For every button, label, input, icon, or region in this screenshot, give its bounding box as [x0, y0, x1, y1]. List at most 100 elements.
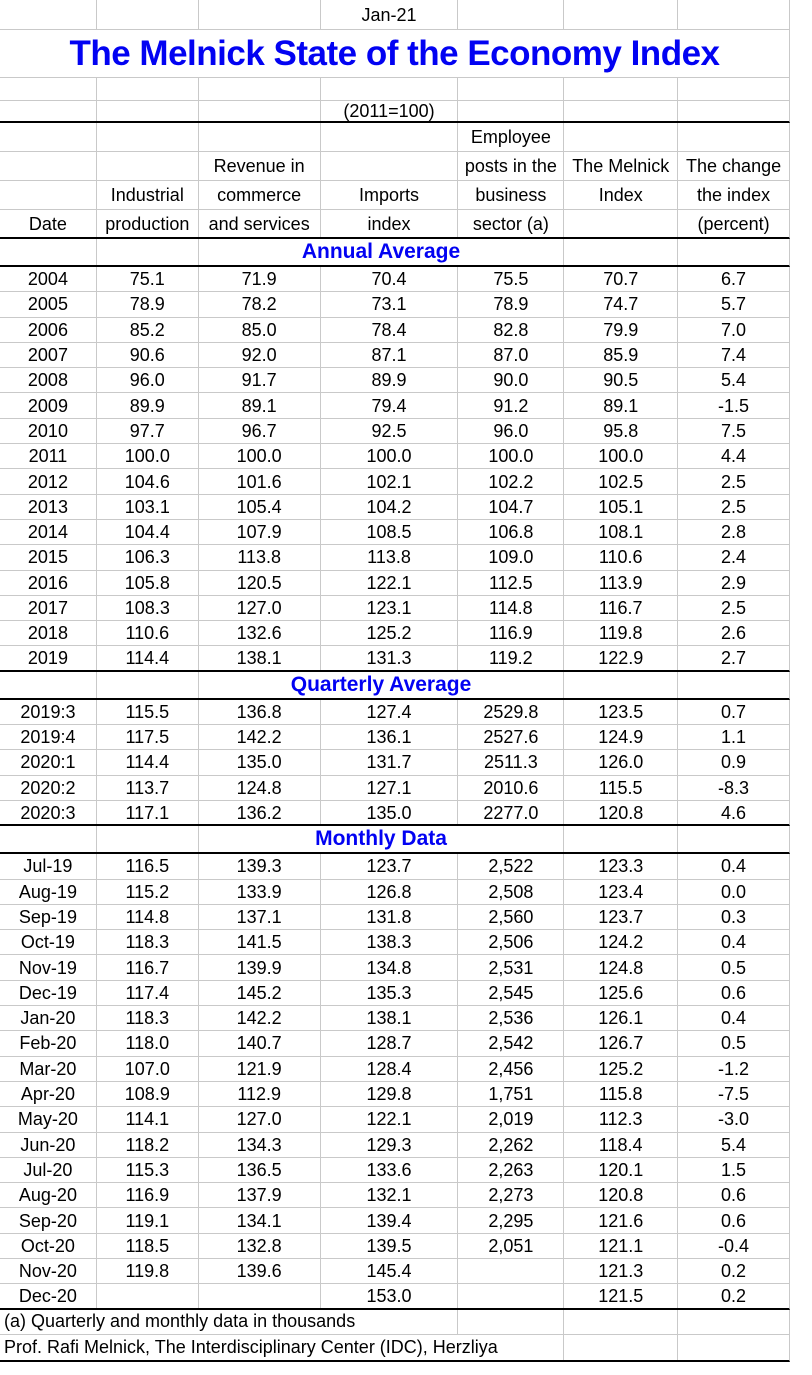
value-cell: 2010.6 [458, 775, 565, 800]
row-date-label: Sep-20 [0, 1208, 97, 1233]
table-row: 2014 104.4 107.9 108.5 106.8 108.1 2.8 [0, 519, 790, 546]
value-cell: 153.0 [321, 1284, 459, 1308]
row-date-label: 2006 [0, 317, 97, 342]
column-header-row: Industrial commerce Imports business Index th… [0, 181, 790, 210]
value-cell: 118.0 [97, 1031, 199, 1056]
value-cell: 71.9 [199, 267, 321, 292]
empty-cell [678, 239, 789, 265]
table-row: 2008 96.0 91.7 89.9 90.0 90.5 5.4 [0, 368, 790, 394]
value-cell: 117.4 [97, 980, 199, 1006]
section-header-row: Annual Average [0, 239, 790, 267]
table-row: Aug-19 115.2 133.9 126.8 2,508 123.4 0.0 [0, 879, 790, 905]
value-cell: 138.1 [199, 646, 321, 670]
value-cell: 2,508 [458, 879, 565, 904]
source-credit: Prof. Rafi Melnick, The Interdisciplinar… [0, 1334, 565, 1360]
value-cell: 124.9 [564, 725, 679, 750]
value-cell: 123.7 [564, 904, 679, 930]
source-row: Prof. Rafi Melnick, The Interdisciplinar… [0, 1334, 790, 1362]
value-cell: -0.4 [718, 1235, 750, 1256]
row-date-label: 2004 [0, 267, 97, 292]
value-cell: 2277.0 [458, 800, 565, 825]
value-cell: 122.1 [321, 570, 459, 595]
column-header-change-percent: (percent) [697, 213, 770, 234]
column-header-melnick-index: Index [564, 181, 679, 209]
value-cell: 134.8 [321, 955, 459, 980]
value-cell: 2,263 [458, 1157, 565, 1183]
value-cell: 89.1 [199, 393, 321, 418]
empty-cell [458, 0, 565, 29]
value-cell: 79.9 [564, 317, 679, 342]
value-cell: 1,751 [458, 1081, 565, 1107]
value-cell: 78.9 [97, 292, 199, 317]
row-date-label: Aug-19 [0, 879, 97, 904]
row-date-label: May-20 [0, 1107, 97, 1132]
value-cell: 142.2 [199, 725, 321, 750]
empty-cell [564, 826, 679, 853]
value-cell: 120.1 [564, 1157, 679, 1183]
value-cell: 139.6 [199, 1258, 321, 1284]
value-cell: 70.4 [321, 267, 459, 292]
row-date-label: 2015 [0, 545, 97, 570]
row-date-label: 2016 [0, 570, 97, 595]
column-header-revenue-commerce-services: and services [199, 210, 321, 237]
section-title: Monthly Data [199, 826, 565, 853]
empty-cell [564, 0, 679, 29]
row-date-label: 2009 [0, 393, 97, 418]
row-date-label: 2019:4 [0, 725, 97, 750]
value-cell: 102.1 [321, 469, 459, 494]
value-cell: 121.1 [564, 1233, 679, 1258]
subtitle-row: (2011=100) [0, 101, 790, 123]
value-cell: 79.4 [321, 393, 459, 418]
value-cell: 7.5 [721, 420, 747, 441]
value-cell: 137.9 [199, 1183, 321, 1208]
column-header-date [0, 123, 97, 151]
value-cell: 113.7 [97, 775, 199, 800]
value-cell: 108.9 [97, 1081, 199, 1107]
value-cell: 113.9 [564, 570, 679, 595]
table-row: Sep-20 119.1 134.1 139.4 2,295 121.6 0.6 [0, 1208, 790, 1234]
column-header-change-percent: the index [697, 185, 771, 205]
table-row: Jan-20 118.3 142.2 138.1 2,536 126.1 0.4 [0, 1006, 790, 1032]
row-date-label: 2014 [0, 519, 97, 545]
value-cell: 2529.8 [458, 699, 565, 725]
value-cell: 142.2 [199, 1006, 321, 1031]
table-row: Aug-20 116.9 137.9 132.1 2,273 120.8 0.6 [0, 1183, 790, 1209]
value-cell: 85.0 [199, 317, 321, 342]
value-cell: 120.5 [199, 570, 321, 595]
value-cell: 118.5 [97, 1233, 199, 1258]
empty-cell [564, 671, 679, 698]
value-cell: 96.0 [458, 418, 565, 444]
row-date-label: 2007 [0, 342, 97, 368]
row-date-label: 2012 [0, 469, 97, 494]
row-date-label: Jun-20 [0, 1132, 97, 1157]
value-cell: 2,542 [458, 1031, 565, 1056]
table-row: 2007 90.6 92.0 87.1 87.0 85.9 7.4 [0, 342, 790, 369]
value-cell: 124.2 [564, 930, 679, 955]
empty-cell [564, 1334, 679, 1360]
table-row: 2013 103.1 105.4 104.2 104.7 105.1 2.5 [0, 494, 790, 520]
column-header-change-percent [678, 123, 789, 151]
empty-cell [97, 101, 199, 121]
section-title: Annual Average [199, 239, 565, 265]
value-cell: 139.3 [199, 854, 321, 879]
table-row: 2010 97.7 96.7 92.5 96.0 95.8 7.5 [0, 418, 790, 445]
row-date-label: 2017 [0, 595, 97, 621]
value-cell: 136.5 [199, 1157, 321, 1183]
table-row: Jul-19 116.5 139.3 123.7 2,522 123.3 0.4 [0, 854, 790, 880]
empty-cell [199, 101, 321, 121]
value-cell: 0.6 [721, 982, 747, 1003]
value-cell: 135.0 [321, 800, 459, 825]
value-cell: 4.4 [721, 446, 747, 467]
row-date-label: 2019 [0, 646, 97, 670]
value-cell: 121.5 [564, 1284, 679, 1308]
value-cell: 116.7 [564, 595, 679, 621]
column-header-revenue-commerce-services: commerce [199, 181, 321, 209]
empty-cell [97, 671, 199, 698]
value-cell: 91.7 [199, 368, 321, 393]
value-cell: 113.8 [199, 545, 321, 570]
value-cell: 105.8 [97, 570, 199, 595]
table-row: May-20 114.1 127.0 122.1 2,019 112.3 -3.0 [0, 1107, 790, 1133]
value-cell: 108.3 [97, 595, 199, 621]
value-cell: 126.7 [564, 1031, 679, 1056]
empty-cell [97, 78, 199, 100]
